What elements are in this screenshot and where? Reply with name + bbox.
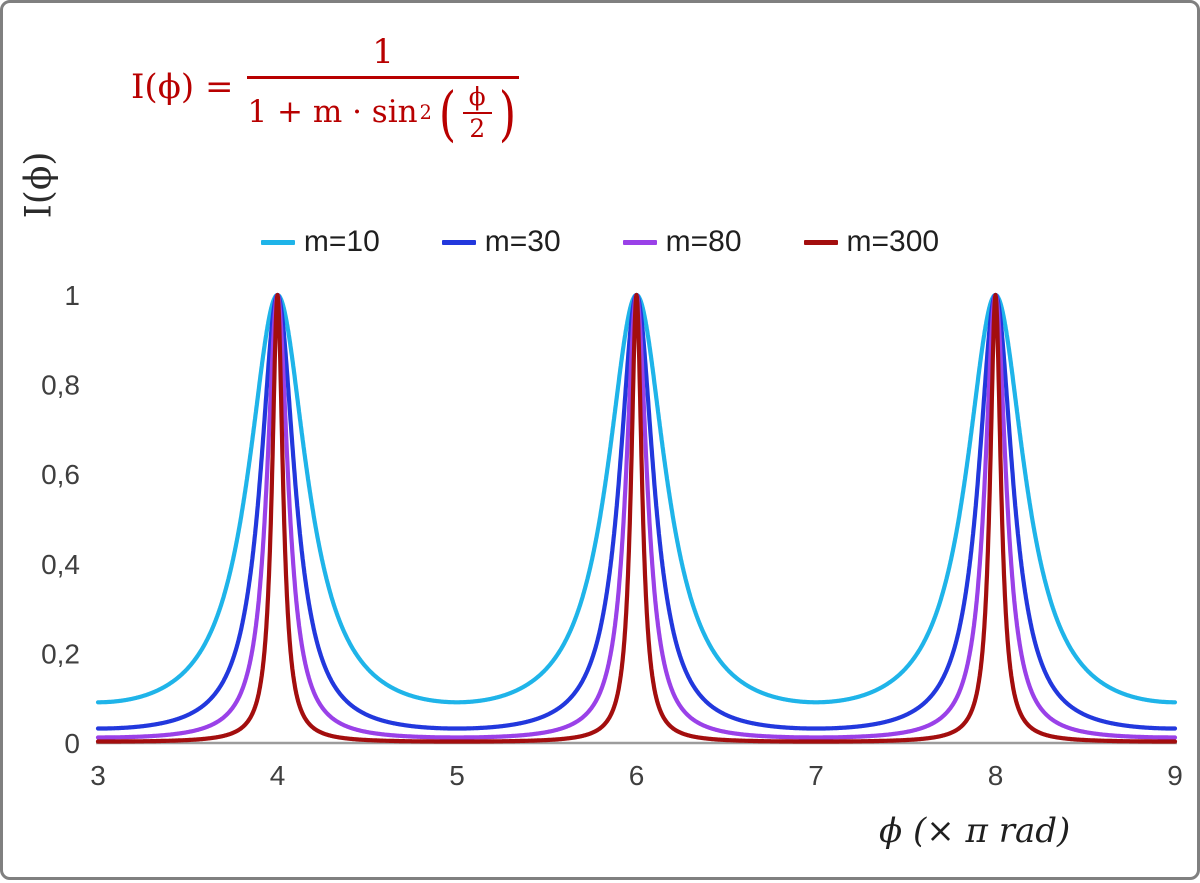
formula-denominator-text: 1 + m · sin bbox=[247, 94, 418, 131]
x-axis-title: ϕ (× π rad) bbox=[879, 811, 1071, 851]
legend-swatch bbox=[803, 239, 838, 245]
y-tick-label: 0,8 bbox=[41, 370, 80, 401]
y-tick-label: 0 bbox=[64, 728, 80, 759]
formula-inner-fraction: ϕ 2 bbox=[462, 84, 492, 144]
legend-item-m-80: m=80 bbox=[622, 225, 742, 259]
legend-label: m=80 bbox=[665, 225, 742, 258]
y-tick-label: 0,4 bbox=[41, 549, 80, 580]
inner-denominator: 2 bbox=[469, 114, 486, 144]
legend-label: m=300 bbox=[846, 225, 940, 258]
plot-area: 3 4 5 6 7 8 9 0 0,2 0,4 0,6 0,8 1 bbox=[41, 280, 1183, 791]
inner-numerator: ϕ bbox=[462, 84, 492, 115]
legend-item-m-30: m=30 bbox=[441, 225, 561, 259]
formula-lhs: I(ϕ) = bbox=[131, 67, 234, 108]
open-paren: ( bbox=[438, 78, 456, 148]
formula-fraction: 1 1 + m · sin 2 ( ϕ 2 ) bbox=[247, 32, 519, 148]
x-tick-label: 3 bbox=[90, 760, 106, 791]
legend-swatch bbox=[622, 239, 657, 245]
legend: m=10 m=30 m=80 m=300 bbox=[3, 225, 1197, 259]
legend-item-m-300: m=300 bbox=[803, 225, 940, 259]
y-tick-label: 0,6 bbox=[41, 459, 80, 490]
close-paren: ) bbox=[498, 78, 516, 148]
x-tick-label: 4 bbox=[270, 760, 286, 791]
legend-label: m=30 bbox=[484, 225, 561, 258]
series-line-m-300 bbox=[95, 292, 1178, 744]
x-tick-label: 5 bbox=[449, 760, 465, 791]
legend-item-m-10: m=10 bbox=[260, 225, 380, 259]
x-tick-label: 6 bbox=[629, 760, 645, 791]
series-line-m-80 bbox=[95, 292, 1178, 740]
legend-swatch bbox=[441, 239, 476, 245]
y-tick-label: 0,2 bbox=[41, 638, 80, 669]
legend-swatch bbox=[260, 239, 295, 245]
series-line-m-30 bbox=[95, 292, 1178, 731]
x-tick-label: 8 bbox=[988, 760, 1004, 791]
y-axis-title: I(ϕ) bbox=[18, 151, 60, 219]
formula: I(ϕ) = 1 1 + m · sin 2 ( ϕ 2 ) bbox=[131, 32, 519, 148]
x-tick-label: 7 bbox=[808, 760, 824, 791]
legend-label: m=10 bbox=[303, 225, 380, 258]
y-tick-label: 1 bbox=[64, 280, 80, 311]
x-tick-label: 9 bbox=[1167, 760, 1183, 791]
formula-numerator: 1 bbox=[372, 32, 394, 72]
formula-denominator: 1 + m · sin 2 ( ϕ 2 ) bbox=[247, 76, 519, 148]
